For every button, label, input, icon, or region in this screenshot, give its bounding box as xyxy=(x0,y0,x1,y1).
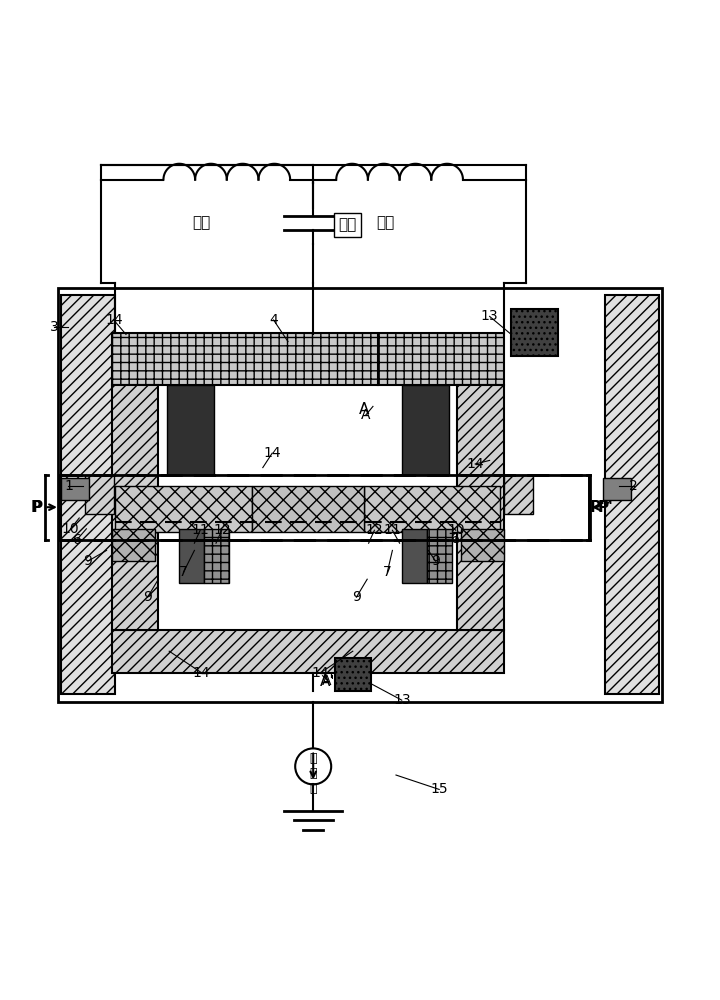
Bar xyxy=(457,385,504,630)
Bar xyxy=(61,295,115,694)
Text: A: A xyxy=(359,402,369,418)
Text: 11: 11 xyxy=(192,523,209,537)
Bar xyxy=(427,529,452,583)
Text: 1: 1 xyxy=(64,479,73,493)
Text: 10: 10 xyxy=(62,522,79,536)
Bar xyxy=(605,295,659,694)
Text: 9: 9 xyxy=(84,554,92,568)
Text: 恒
流
源: 恒 流 源 xyxy=(310,752,317,795)
Text: 7: 7 xyxy=(383,565,392,579)
Text: A': A' xyxy=(320,674,335,689)
Bar xyxy=(603,478,631,500)
Text: 电容: 电容 xyxy=(338,217,357,232)
Bar xyxy=(461,529,504,561)
Text: 7: 7 xyxy=(179,565,188,579)
Text: 3: 3 xyxy=(50,320,58,334)
Text: 14: 14 xyxy=(193,666,210,680)
Bar xyxy=(112,385,158,630)
Bar xyxy=(58,288,662,702)
Bar xyxy=(61,478,89,500)
Text: A': A' xyxy=(322,674,335,688)
Text: 10: 10 xyxy=(447,523,464,537)
Bar xyxy=(112,630,504,673)
Text: 11: 11 xyxy=(384,523,401,537)
Bar xyxy=(179,529,204,583)
Text: 6: 6 xyxy=(451,532,460,546)
Bar xyxy=(335,658,371,691)
Text: 9: 9 xyxy=(352,590,361,604)
Bar xyxy=(364,486,500,532)
Bar xyxy=(112,529,155,561)
Bar xyxy=(204,529,229,583)
Bar xyxy=(167,385,214,475)
Bar xyxy=(504,475,533,514)
Bar xyxy=(252,486,364,532)
Text: 电感: 电感 xyxy=(376,215,395,230)
Text: 14: 14 xyxy=(467,457,484,471)
Bar xyxy=(85,475,114,514)
Text: A: A xyxy=(361,408,371,422)
Text: 12: 12 xyxy=(366,523,383,537)
Text: 12: 12 xyxy=(213,523,230,537)
Text: 6: 6 xyxy=(73,533,81,547)
Text: 电感: 电感 xyxy=(192,215,211,230)
Bar xyxy=(402,385,449,475)
Bar xyxy=(115,486,252,532)
Bar xyxy=(60,475,589,540)
Text: 9: 9 xyxy=(143,590,152,604)
Bar xyxy=(112,333,504,385)
Text: P: P xyxy=(32,500,43,515)
Text: 13: 13 xyxy=(481,309,498,323)
Bar xyxy=(511,309,558,356)
Text: 4: 4 xyxy=(269,313,278,327)
Text: 14: 14 xyxy=(105,313,122,327)
Text: 14: 14 xyxy=(312,666,329,680)
Text: P': P' xyxy=(598,500,613,515)
Text: P: P xyxy=(31,500,42,515)
Text: 14: 14 xyxy=(264,446,281,460)
Text: 2: 2 xyxy=(629,479,638,493)
Text: 13: 13 xyxy=(393,693,410,707)
Text: P': P' xyxy=(590,500,606,515)
Text: 9: 9 xyxy=(431,554,440,568)
Bar xyxy=(402,529,427,583)
Text: 15: 15 xyxy=(431,782,448,796)
